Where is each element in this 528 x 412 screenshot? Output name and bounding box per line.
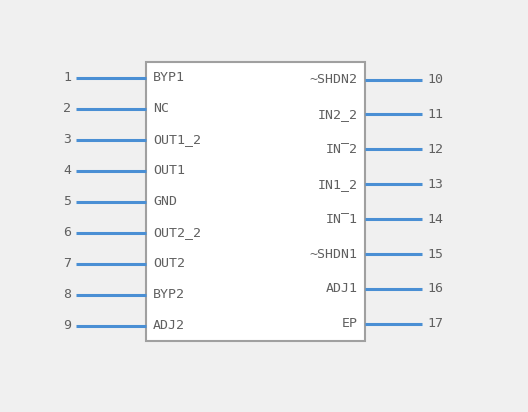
Text: 10: 10: [427, 73, 443, 86]
Text: 17: 17: [427, 317, 443, 330]
Text: OUT2_2: OUT2_2: [153, 226, 201, 239]
Text: IN̅2: IN̅2: [325, 143, 357, 156]
Text: IN2_2: IN2_2: [317, 108, 357, 121]
Text: 13: 13: [427, 178, 443, 191]
Text: ADJ2: ADJ2: [153, 319, 185, 332]
Text: BYP2: BYP2: [153, 288, 185, 301]
Bar: [146, 62, 365, 341]
Text: 2: 2: [63, 102, 71, 115]
Text: 14: 14: [427, 213, 443, 226]
Text: IN1_2: IN1_2: [317, 178, 357, 191]
Text: OUT1: OUT1: [153, 164, 185, 177]
Text: 1: 1: [63, 71, 71, 84]
Text: ~SHDN2: ~SHDN2: [309, 73, 357, 86]
Text: ADJ1: ADJ1: [325, 283, 357, 295]
Text: IN̅1: IN̅1: [325, 213, 357, 226]
Text: 5: 5: [63, 195, 71, 208]
Text: 6: 6: [63, 226, 71, 239]
Text: OUT1_2: OUT1_2: [153, 133, 201, 146]
Text: EP: EP: [341, 317, 357, 330]
Text: NC: NC: [153, 102, 169, 115]
Text: ~SHDN1: ~SHDN1: [309, 248, 357, 260]
Text: 7: 7: [63, 257, 71, 270]
Text: 12: 12: [427, 143, 443, 156]
Text: GND: GND: [153, 195, 177, 208]
Text: 11: 11: [427, 108, 443, 121]
Text: OUT2: OUT2: [153, 257, 185, 270]
Text: BYP1: BYP1: [153, 71, 185, 84]
Text: 9: 9: [63, 319, 71, 332]
Text: 15: 15: [427, 248, 443, 260]
Text: 4: 4: [63, 164, 71, 177]
Text: 8: 8: [63, 288, 71, 301]
Text: 3: 3: [63, 133, 71, 146]
Text: 16: 16: [427, 283, 443, 295]
